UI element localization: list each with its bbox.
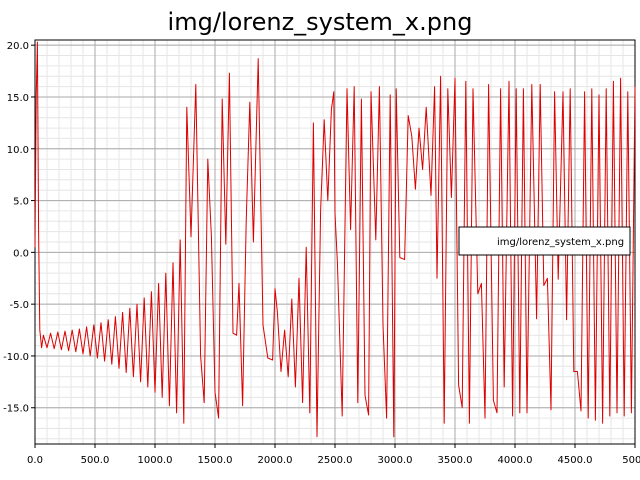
x-tick-label: 0.0 — [27, 455, 43, 466]
x-tick-label: 3000.0 — [378, 455, 413, 466]
x-tick-label: 5000 — [622, 455, 640, 466]
y-tick-label: -15.0 — [3, 404, 29, 415]
y-tick-label: 0.0 — [13, 248, 29, 259]
series-line — [34, 41, 636, 438]
y-tick-label: 5.0 — [13, 197, 29, 208]
x-tick-label: 1000.0 — [138, 455, 173, 466]
x-axis-ticks: 0.0 500.0 1000.0 1500.0 2000.0 2500.0 3000.0 35… — [27, 444, 640, 466]
series-layer — [34, 41, 636, 438]
y-tick-label: 15.0 — [7, 93, 29, 104]
y-axis-ticks: 20.0 15.0 10.0 5.0 0.0 -5.0 -10.0 -15.0 — [3, 41, 35, 415]
legend: img/lorenz_system_x.png — [458, 226, 631, 256]
chart-title: img/lorenz_system_x.png — [168, 8, 473, 36]
y-tick-label: 20.0 — [7, 41, 29, 52]
x-tick-label: 500.0 — [81, 455, 110, 466]
legend-box — [458, 226, 631, 256]
y-tick-label: -10.0 — [3, 352, 29, 363]
y-tick-label: -5.0 — [9, 300, 29, 311]
x-tick-label: 3500.0 — [438, 455, 473, 466]
x-tick-label: 2000.0 — [258, 455, 293, 466]
x-tick-label: 2500.0 — [318, 455, 353, 466]
x-tick-label: 1500.0 — [198, 455, 233, 466]
x-tick-label: 4000.0 — [498, 455, 533, 466]
y-tick-label: 10.0 — [7, 145, 29, 156]
legend-label: img/lorenz_system_x.png — [497, 237, 624, 248]
x-tick-label: 4500.0 — [558, 455, 593, 466]
